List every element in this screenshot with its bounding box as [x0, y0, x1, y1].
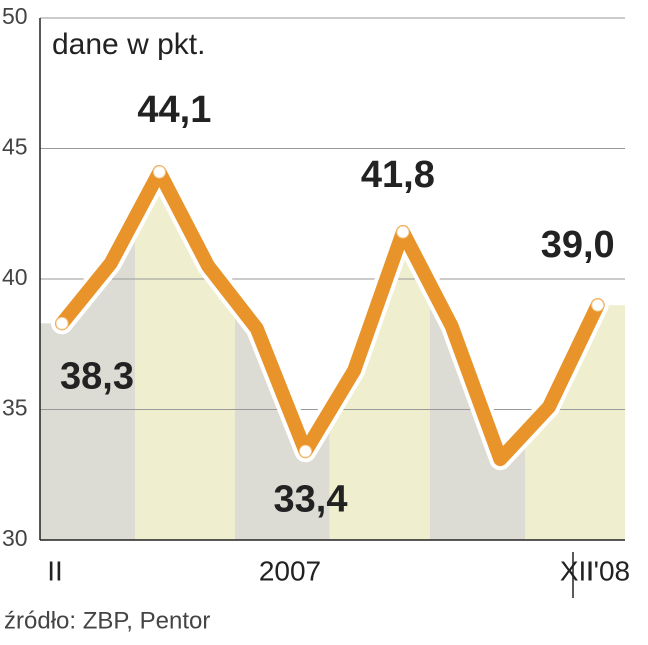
value-label: 33,4: [274, 478, 348, 520]
value-label: 39,0: [541, 224, 615, 266]
marker: [55, 316, 69, 330]
source: źródło: ZBP, Pentor: [4, 607, 210, 634]
value-label: 44,1: [137, 89, 211, 131]
area: [40, 171, 625, 541]
x-tick-label: I'08: [586, 555, 630, 586]
marker: [396, 225, 410, 239]
unit-label: dane w pkt.: [52, 28, 205, 61]
x-group-label: 2007: [259, 555, 321, 586]
marker: [591, 298, 605, 312]
y-tick-label: 35: [2, 395, 28, 421]
value-label: 41,8: [361, 154, 435, 196]
y-tick-label: 50: [2, 3, 28, 29]
y-tick-label: 40: [2, 264, 28, 290]
marker: [152, 165, 166, 179]
line: [55, 164, 605, 467]
value-label: 38,3: [60, 355, 134, 397]
x-tick-label: II: [47, 555, 63, 586]
x-tick-label: XII: [560, 555, 594, 586]
y-tick-label: 45: [2, 134, 28, 160]
marker: [299, 444, 312, 458]
y-tick-label: 30: [2, 525, 28, 551]
